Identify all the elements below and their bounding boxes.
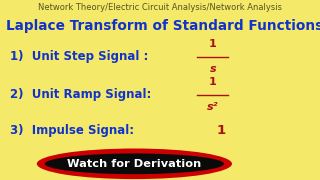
Text: 1: 1 — [209, 39, 217, 49]
Text: Watch for Derivation: Watch for Derivation — [67, 159, 202, 169]
Text: 2)  Unit Ramp Signal:: 2) Unit Ramp Signal: — [10, 88, 151, 101]
Ellipse shape — [37, 148, 232, 179]
Text: Laplace Transform of Standard Functions: Laplace Transform of Standard Functions — [6, 19, 320, 33]
Text: 3)  Impulse Signal:: 3) Impulse Signal: — [10, 124, 134, 137]
Text: Network Theory/Electric Circuit Analysis/Network Analysis: Network Theory/Electric Circuit Analysis… — [38, 3, 282, 12]
Text: 1: 1 — [209, 77, 217, 87]
Text: s²: s² — [207, 102, 219, 112]
Text: 1)  Unit Step Signal :: 1) Unit Step Signal : — [10, 50, 148, 63]
Text: 1: 1 — [216, 124, 225, 137]
Text: s: s — [210, 64, 216, 74]
Ellipse shape — [45, 153, 224, 174]
